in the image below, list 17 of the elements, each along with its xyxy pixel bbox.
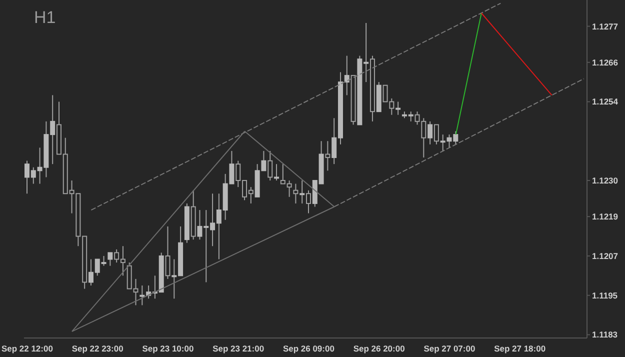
x-tick-label: Sep 26 20:00 xyxy=(353,343,406,354)
y-tick-label: 1.1219 xyxy=(592,212,618,222)
x-tick-label: Sep 23 21:00 xyxy=(212,343,264,354)
y-tick-label: 1.1254 xyxy=(592,96,618,107)
y-tick-label: 1.1266 xyxy=(592,57,618,68)
x-tick-label: Sep 26 09:00 xyxy=(282,343,335,354)
x-tick-label: Sep 27 18:00 xyxy=(494,343,546,354)
y-tick-label: 1.1277 xyxy=(592,21,618,32)
x-tick-label: Sep 22 23:00 xyxy=(72,343,124,354)
text: H1 xyxy=(34,8,56,28)
y-tick-label: 1.1183 xyxy=(592,330,618,340)
x-tick-label: Sep 22 12:00 xyxy=(1,343,54,354)
x-tick-label: Sep 27 07:00 xyxy=(424,343,476,354)
x-tick-label: Sep 23 10:00 xyxy=(142,343,194,354)
y-tick-label: 1.1207 xyxy=(592,250,618,261)
y-tick-label: 1.1230 xyxy=(592,176,618,186)
y-tick-label: 1.1195 xyxy=(592,290,618,300)
